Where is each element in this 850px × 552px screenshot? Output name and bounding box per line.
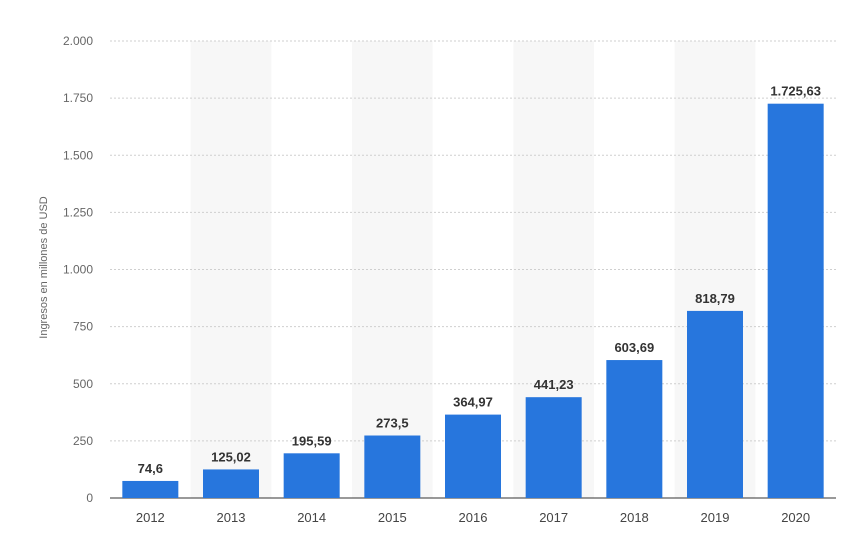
x-tick-label: 2018 bbox=[620, 510, 649, 525]
bar-2015[interactable] bbox=[364, 435, 421, 498]
bar-2013[interactable] bbox=[203, 469, 259, 498]
x-tick-label: 2020 bbox=[781, 510, 810, 525]
bar-value-label: 273,5 bbox=[376, 416, 409, 431]
y-tick-label: 750 bbox=[73, 320, 93, 334]
bar-2014[interactable] bbox=[283, 453, 340, 498]
y-tick-label: 500 bbox=[73, 377, 93, 391]
bar-2012[interactable] bbox=[122, 480, 179, 498]
bar-2017[interactable] bbox=[525, 397, 582, 498]
bar-value-label: 818,79 bbox=[695, 291, 735, 306]
bar-value-label: 125,02 bbox=[211, 449, 251, 464]
bar-value-label: 603,69 bbox=[614, 340, 654, 355]
bar-value-label: 74,6 bbox=[138, 461, 163, 476]
x-tick-label: 2017 bbox=[539, 510, 568, 525]
x-tick-label: 2012 bbox=[136, 510, 165, 525]
y-tick-label: 0 bbox=[86, 491, 93, 505]
bar-value-label: 364,97 bbox=[453, 395, 493, 410]
x-tick-label: 2014 bbox=[297, 510, 326, 525]
bar-value-label: 195,59 bbox=[292, 433, 332, 448]
bar-2016[interactable] bbox=[445, 414, 501, 498]
y-axis-title: Ingresos en millones de USD bbox=[38, 196, 50, 339]
x-tick-label: 2019 bbox=[701, 510, 730, 525]
y-tick-label: 1.250 bbox=[63, 205, 93, 219]
bar-value-label: 441,23 bbox=[534, 377, 574, 392]
y-tick-label: 1.000 bbox=[63, 263, 93, 277]
bar-2020[interactable] bbox=[767, 103, 824, 498]
x-tick-label: 2015 bbox=[378, 510, 407, 525]
y-tick-label: 1.500 bbox=[63, 148, 93, 162]
x-tick-label: 2013 bbox=[217, 510, 246, 525]
bar-2018[interactable] bbox=[606, 360, 663, 498]
bar-value-label: 1.725,63 bbox=[770, 84, 821, 99]
y-tick-label: 250 bbox=[73, 434, 93, 448]
bar-2019[interactable] bbox=[687, 310, 743, 498]
x-tick-label: 2016 bbox=[459, 510, 488, 525]
y-tick-label: 1.750 bbox=[63, 91, 93, 105]
y-tick-label: 2.000 bbox=[63, 34, 93, 48]
